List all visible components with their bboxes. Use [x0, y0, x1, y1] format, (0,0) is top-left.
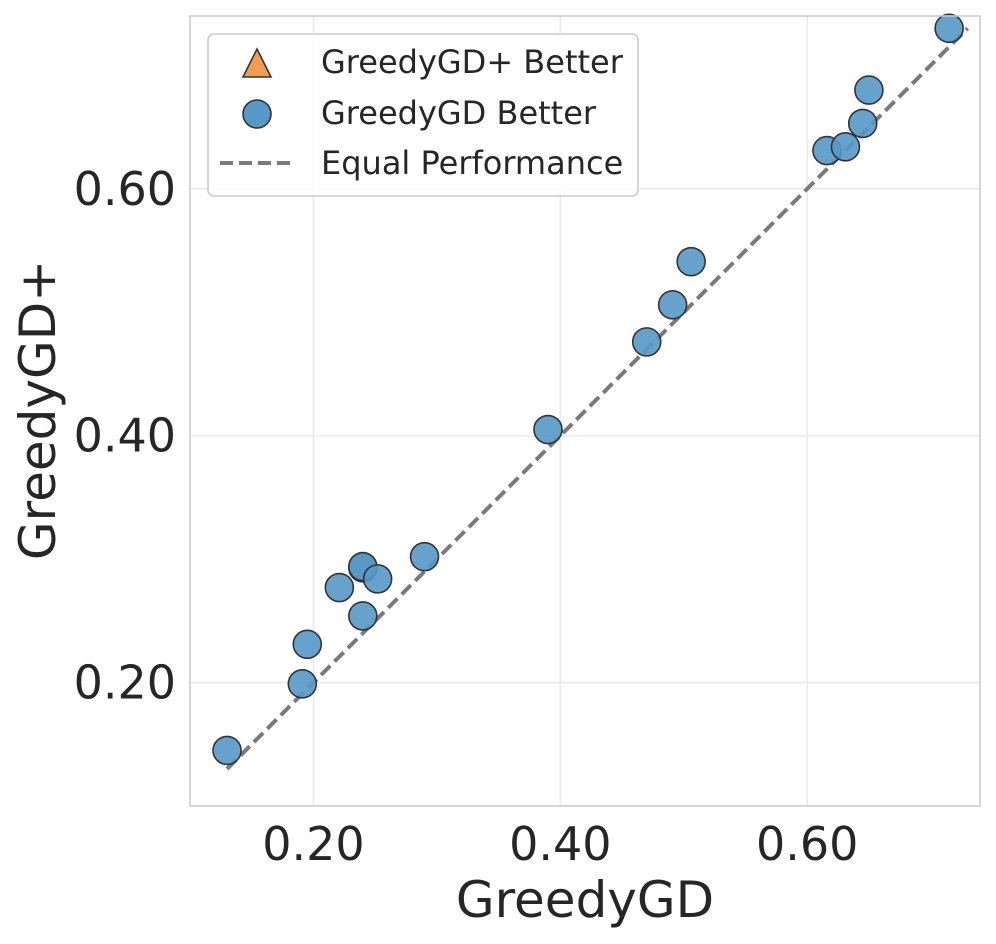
legend-label-greedygd-plus-better: GreedyGD+ Better [321, 43, 624, 81]
legend-label-greedygd-better: GreedyGD Better [321, 94, 597, 132]
data-point [409, 541, 440, 572]
y-tick-label: 0.40 [74, 409, 176, 463]
data-point [324, 572, 355, 603]
y-tick-labels: 0.20 0.40 0.60 [74, 162, 176, 710]
data-point [830, 132, 861, 162]
data-point [362, 564, 393, 594]
reference-line-layer [225, 26, 970, 771]
data-point [657, 290, 688, 320]
data-point [847, 108, 878, 139]
legend-box [207, 33, 639, 197]
x-axis-label: GreedyGD [456, 871, 714, 929]
data-point [854, 75, 884, 105]
data-point [348, 601, 378, 631]
legend-triangle-marker [241, 47, 273, 78]
y-axis-label: GreedyGD+ [9, 260, 67, 560]
x-tick-labels: 0.20 0.40 0.60 [262, 817, 858, 871]
points-layer [212, 13, 964, 766]
legend: GreedyGD+ Better GreedyGD Better Equal P… [207, 33, 639, 197]
x-tick-label: 0.40 [509, 817, 611, 871]
equal-performance-line [225, 26, 970, 771]
data-point [287, 668, 318, 699]
data-point [212, 735, 242, 766]
y-tick-label: 0.20 [74, 656, 176, 710]
data-point [631, 327, 662, 357]
data-point [533, 414, 563, 445]
data-point [292, 629, 323, 660]
data-point [934, 13, 964, 44]
legend-label-equal-performance: Equal Performance [321, 144, 623, 182]
y-tick-label: 0.60 [74, 162, 176, 216]
data-point [676, 246, 706, 277]
legend-circle-marker [242, 99, 272, 129]
x-tick-label: 0.20 [262, 817, 364, 871]
plot-frame [189, 15, 981, 807]
x-tick-label: 0.60 [756, 817, 858, 871]
